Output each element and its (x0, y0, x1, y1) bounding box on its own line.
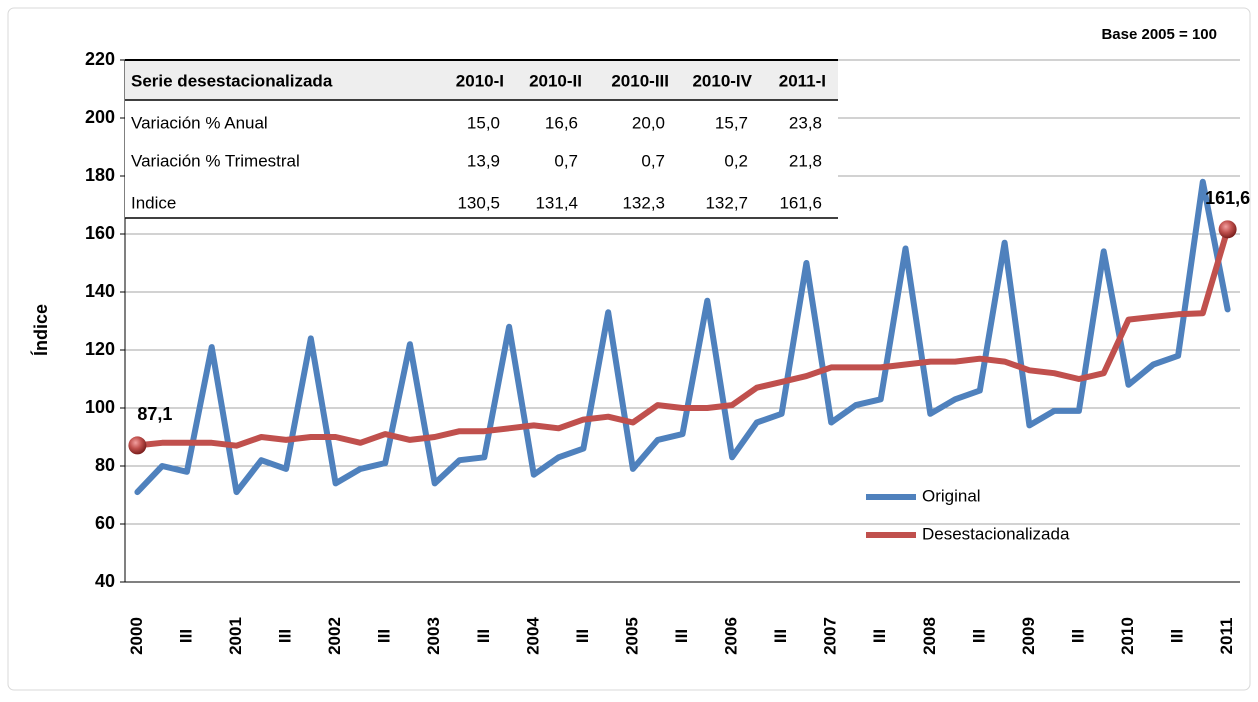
y-tick-label: 200 (85, 107, 115, 127)
x-tick-label: III (1168, 629, 1187, 643)
x-tick-label: III (969, 629, 988, 643)
y-tick-label: 100 (85, 397, 115, 417)
x-tick-label: 2003 (424, 617, 443, 655)
x-tick-label: III (1068, 629, 1087, 643)
y-tick-label: 40 (95, 571, 115, 591)
data-label: 161,6 (1205, 188, 1250, 208)
data-point (1218, 220, 1237, 239)
x-tick-label: III (870, 629, 889, 643)
table-header: 2010-IV (692, 71, 752, 90)
table-cell: 0,2 (724, 151, 748, 170)
x-tick-label: 2005 (622, 617, 641, 655)
table-header: 2010-II (529, 71, 582, 90)
x-tick-label: 2000 (127, 617, 146, 655)
data-label: 87,1 (137, 404, 172, 424)
table-header-background (125, 60, 838, 100)
legend-label: Original (922, 486, 981, 505)
x-tick-label: 2006 (722, 617, 741, 655)
x-tick-label: III (276, 629, 295, 643)
table-cell: 15,7 (715, 113, 748, 132)
x-tick-label: 2011 (1217, 618, 1236, 655)
table-cell: 132,3 (622, 193, 665, 212)
x-tick-label: III (176, 629, 195, 643)
x-tick-label: III (375, 629, 394, 643)
table-cell: 132,7 (705, 193, 748, 212)
annotation: Base 2005 = 100 (1101, 26, 1217, 43)
y-tick-label: 220 (85, 49, 115, 69)
table-cell: 0,7 (641, 151, 665, 170)
table-cell: Variación % Anual (131, 113, 268, 132)
table-cell: 161,6 (779, 193, 822, 212)
y-tick-label: 120 (85, 339, 115, 359)
table-header: Serie desestacionalizada (131, 71, 333, 90)
y-tick-label: 180 (85, 165, 115, 185)
x-tick-label: 2009 (1019, 617, 1038, 655)
x-tick-label: III (672, 629, 691, 643)
x-tick-label: III (771, 629, 790, 643)
y-tick-label: 60 (95, 513, 115, 533)
table-header: 2010-I (456, 71, 504, 90)
table-cell: Variación % Trimestral (131, 151, 300, 170)
table-cell: 16,6 (545, 113, 578, 132)
x-tick-label: 2004 (523, 617, 542, 655)
table-cell: 15,0 (467, 113, 500, 132)
x-tick-label: 2002 (325, 617, 344, 655)
table-cell: Indice (131, 193, 176, 212)
table-cell: 23,8 (789, 113, 822, 132)
table-cell: 20,0 (632, 113, 665, 132)
table-cell: 21,8 (789, 151, 822, 170)
y-axis-label: Índice (30, 304, 51, 356)
x-tick-label: III (573, 629, 592, 643)
series-line (134, 178, 1231, 496)
table-cell: 0,7 (554, 151, 578, 170)
table-cell: 13,9 (467, 151, 500, 170)
table-cell: 130,5 (457, 193, 500, 212)
x-tick-label: III (474, 629, 493, 643)
x-tick-label: 2007 (821, 617, 840, 655)
y-tick-label: 140 (85, 281, 115, 301)
series-line (134, 226, 1231, 449)
legend-label: Desestacionalizada (922, 524, 1070, 543)
x-tick-label: 2001 (226, 617, 245, 655)
y-tick-label: 160 (85, 223, 115, 243)
data-point (128, 436, 147, 455)
table-cell: 131,4 (535, 193, 578, 212)
y-tick-label: 80 (95, 455, 115, 475)
x-tick-label: 2008 (920, 617, 939, 655)
table-header: 2010-III (611, 71, 669, 90)
x-tick-label: 2010 (1118, 617, 1137, 655)
table-header: 2011-I (779, 71, 826, 90)
